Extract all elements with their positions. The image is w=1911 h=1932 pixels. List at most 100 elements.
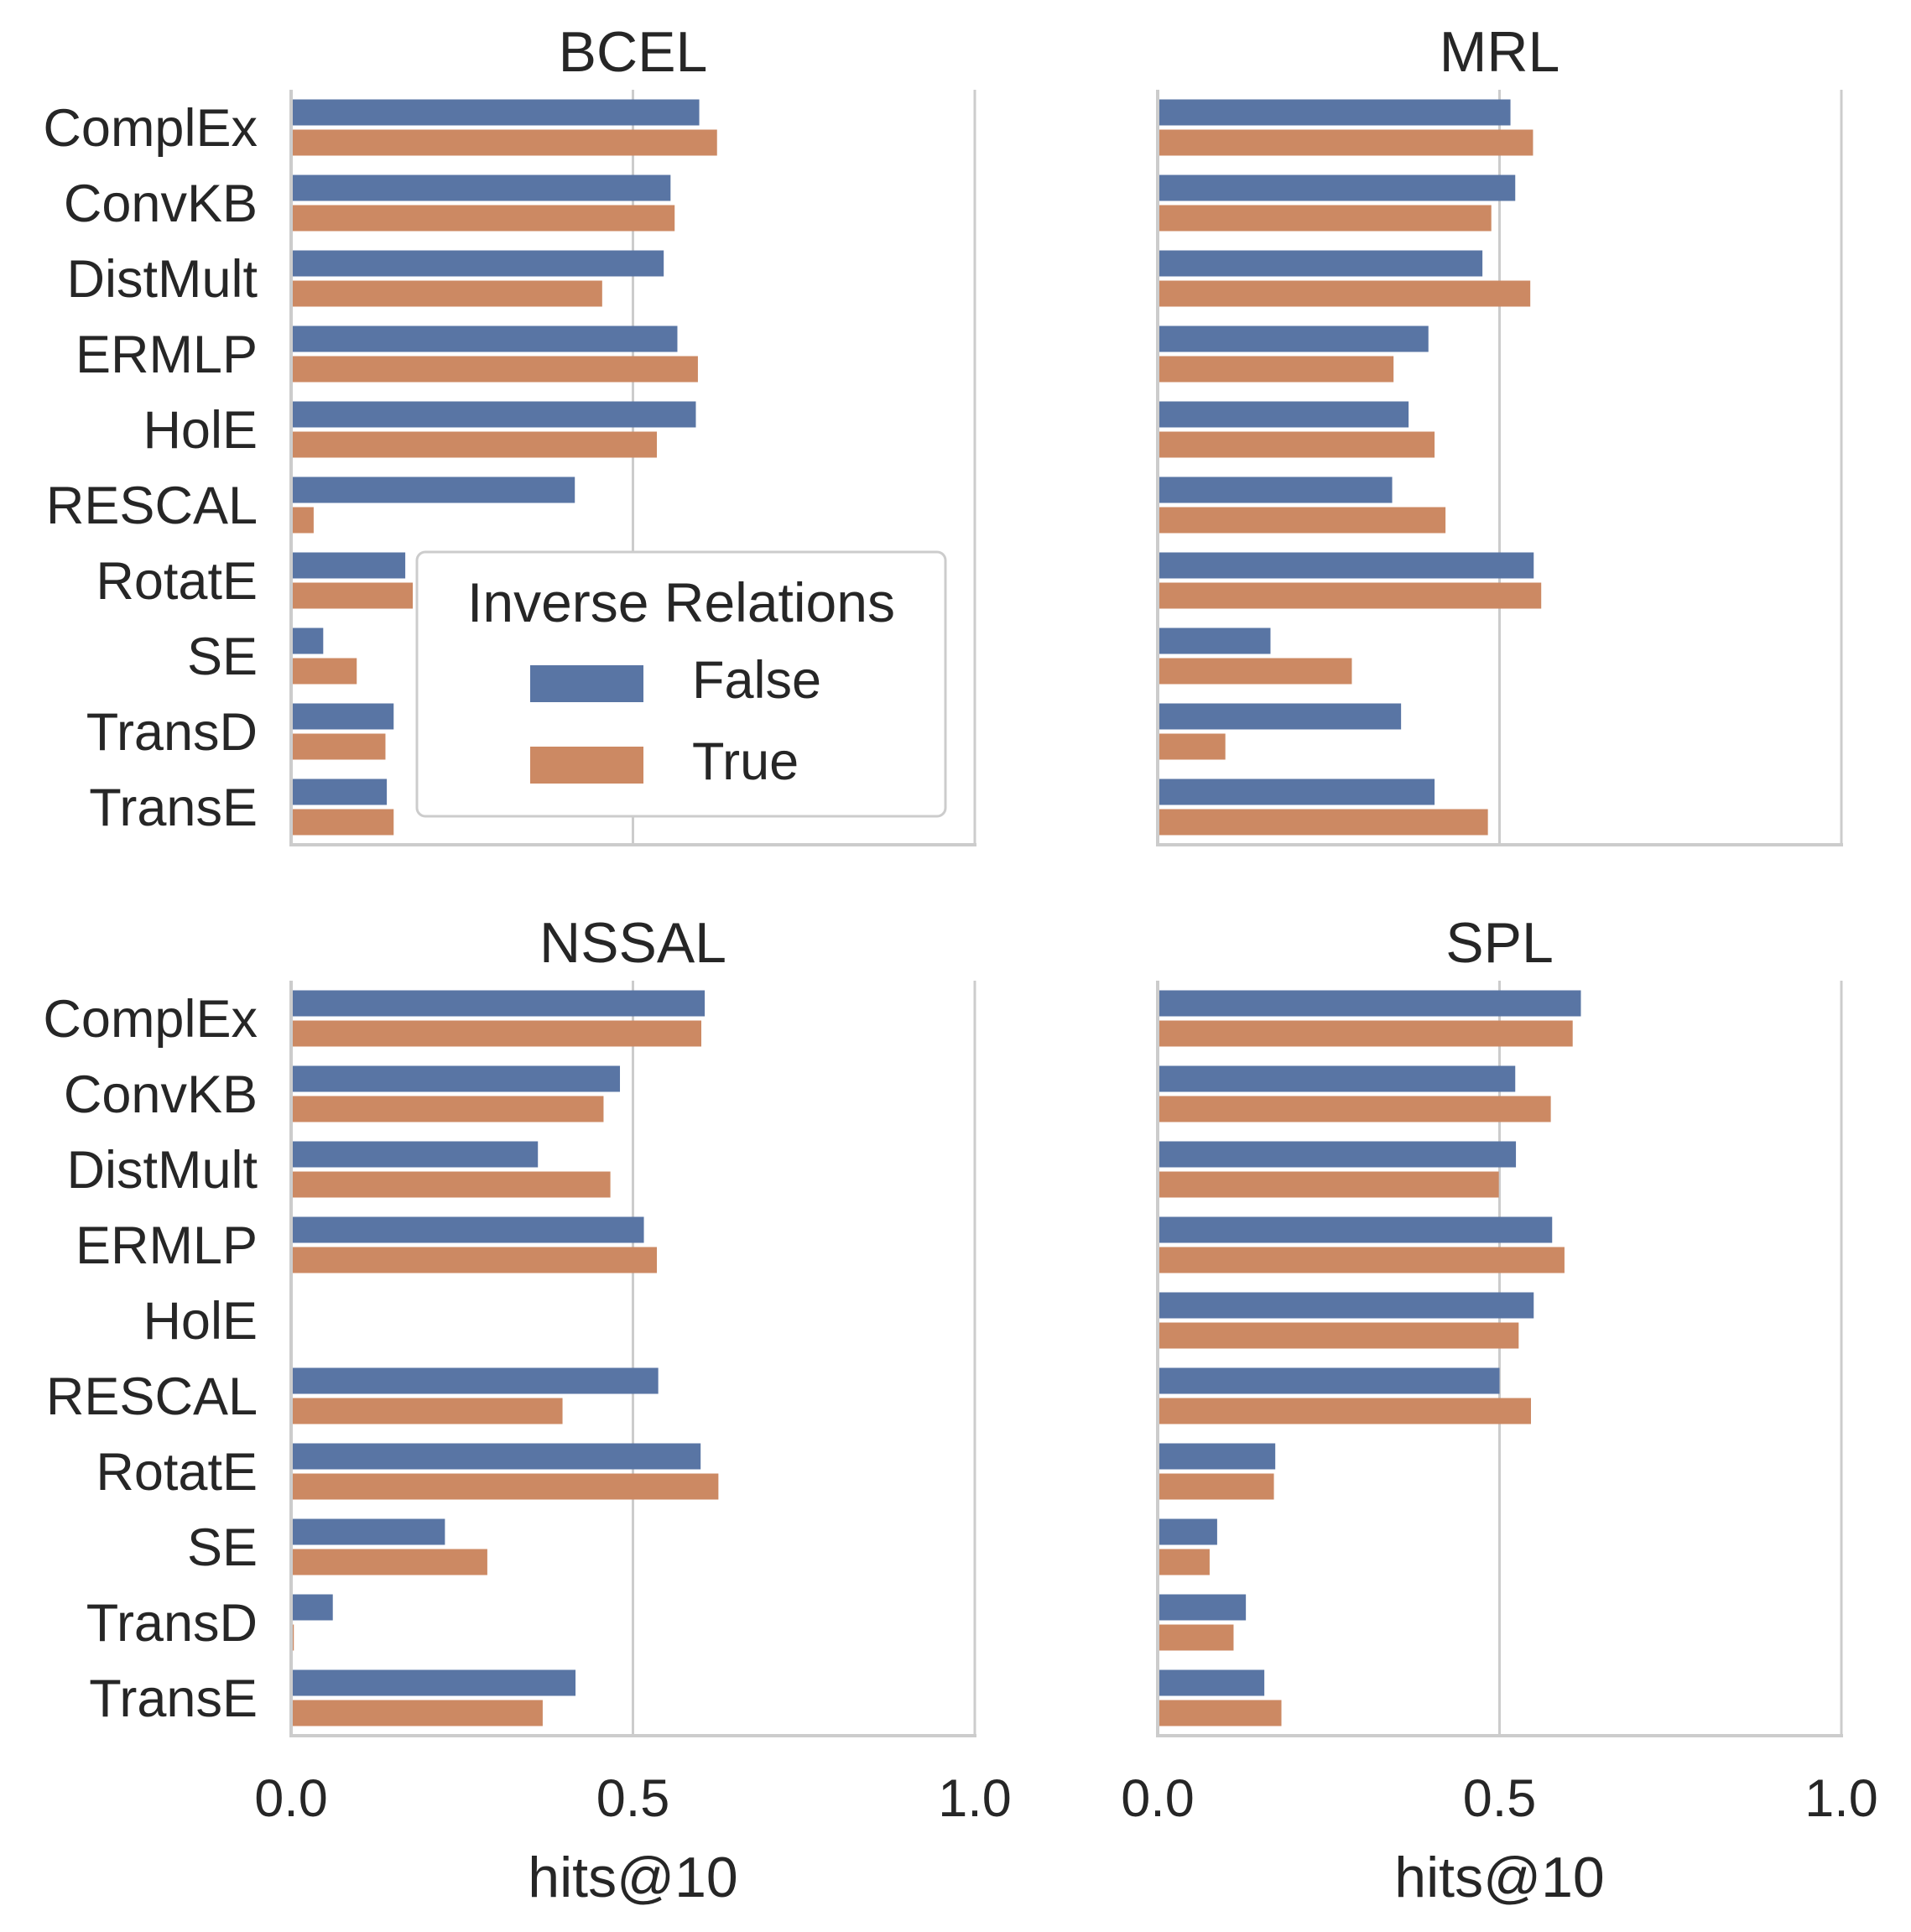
y-tick-label: DistMult xyxy=(66,250,258,309)
bar-transd-true xyxy=(291,733,386,760)
panel-title: BCEL xyxy=(559,20,708,84)
x-tick-label: 0.0 xyxy=(254,1769,328,1828)
y-tick-label: TransD xyxy=(86,1594,258,1653)
panel-title: SPL xyxy=(1445,911,1554,975)
y-tick-label: RotatE xyxy=(96,1443,258,1502)
y-tick-label: RESCAL xyxy=(46,476,258,535)
x-tick-label: 0.5 xyxy=(1463,1769,1537,1828)
y-tick-label: RotatE xyxy=(96,552,258,611)
bar-rescal-true xyxy=(291,507,314,534)
bar-distmult-false xyxy=(1158,1141,1517,1168)
bar-ermlp-true xyxy=(291,356,698,383)
bar-se-true xyxy=(1158,1549,1210,1575)
bar-hole-true xyxy=(291,431,658,458)
bar-hole-false xyxy=(291,401,696,428)
y-tick-label: HolE xyxy=(143,401,258,460)
bar-transd-false xyxy=(1158,703,1402,730)
y-tick-label: HolE xyxy=(143,1292,258,1351)
bar-ermlp-true xyxy=(1158,356,1394,383)
bar-rotate-false xyxy=(291,552,406,579)
bar-distmult-true xyxy=(291,1171,611,1198)
bar-complex-false xyxy=(1158,990,1581,1017)
x-axis-label: hits@10 xyxy=(528,1846,737,1909)
bar-transe-true xyxy=(291,809,394,836)
y-tick-label: ComplEx xyxy=(43,990,258,1049)
panel-spl: SPL 0.0 0.5 1.0 hits@10 xyxy=(1121,911,1878,1909)
bar-transd-false xyxy=(1158,1594,1247,1621)
y-tick-label: DistMult xyxy=(66,1141,258,1200)
bar-convkb-false xyxy=(291,1065,621,1092)
bar-ermlp-false xyxy=(1158,325,1429,352)
bar-distmult-true xyxy=(291,280,602,307)
bar-rescal-false xyxy=(291,476,575,503)
bar-convkb-false xyxy=(291,174,671,201)
bar-rescal-true xyxy=(1158,507,1446,534)
bar-se-true xyxy=(291,658,357,685)
bar-transd-true xyxy=(1158,733,1226,760)
bar-ermlp-true xyxy=(291,1247,658,1273)
bar-rotate-true xyxy=(1158,1473,1274,1500)
bar-transe-false xyxy=(1158,779,1435,805)
bar-transe-false xyxy=(291,1669,576,1696)
y-tick-label: ERMLP xyxy=(76,1216,258,1275)
bar-complex-false xyxy=(291,990,706,1017)
bar-rotate-false xyxy=(1158,1443,1276,1470)
bar-transe-false xyxy=(291,779,388,805)
y-tick-label: TransE xyxy=(89,1669,258,1728)
bar-se-false xyxy=(1158,628,1271,654)
bar-rotate-false xyxy=(291,1443,701,1470)
bar-distmult-false xyxy=(291,250,664,277)
legend: Inverse Relations False True xyxy=(415,550,947,818)
bar-transe-true xyxy=(1158,809,1488,836)
bar-rescal-true xyxy=(1158,1398,1531,1424)
x-tick-label: 1.0 xyxy=(1804,1769,1878,1828)
bar-convkb-true xyxy=(291,205,675,232)
legend-label: True xyxy=(692,732,799,791)
bar-distmult-false xyxy=(291,1141,539,1168)
bar-transd-false xyxy=(291,1594,333,1621)
y-tick-label: ConvKB xyxy=(64,174,258,233)
bar-rotate-true xyxy=(291,582,414,609)
x-tick-label: 0.0 xyxy=(1121,1769,1195,1828)
bar-distmult-true xyxy=(1158,1171,1499,1198)
bar-hole-false xyxy=(1158,401,1409,428)
bar-rotate-false xyxy=(1158,552,1534,579)
bar-complex-true xyxy=(291,1020,701,1047)
bar-ermlp-false xyxy=(1158,1216,1553,1243)
bar-hole-true xyxy=(1158,1322,1519,1349)
bar-convkb-true xyxy=(1158,1096,1551,1122)
y-tick-label: RESCAL xyxy=(46,1367,258,1426)
bar-complex-false xyxy=(1158,99,1511,126)
legend-title: Inverse Relations xyxy=(467,571,895,633)
bar-complex-true xyxy=(1158,129,1533,156)
bar-se-true xyxy=(1158,658,1352,685)
x-axis-label: hits@10 xyxy=(1394,1846,1604,1909)
bar-complex-true xyxy=(291,129,717,156)
bar-rescal-true xyxy=(291,1398,563,1424)
y-tick-label: ConvKB xyxy=(64,1065,258,1124)
bar-rescal-false xyxy=(1158,1367,1500,1394)
bar-transd-true xyxy=(1158,1624,1234,1651)
bar-ermlp-true xyxy=(1158,1247,1565,1273)
bar-hole-true xyxy=(1158,431,1435,458)
bar-transe-true xyxy=(291,1700,543,1726)
bar-rotate-true xyxy=(1158,582,1542,609)
panel-bcel: BCEL ComplEx ConvKB DistMult ERMLP HolE RESCAL… xyxy=(43,20,976,846)
y-tick-label: TransE xyxy=(89,779,258,837)
bar-complex-false xyxy=(291,99,700,126)
bar-se-true xyxy=(291,1549,487,1575)
bar-se-false xyxy=(1158,1518,1217,1545)
panel-title: NSSAL xyxy=(539,911,726,975)
y-tick-label: ComplEx xyxy=(43,99,258,158)
bar-hole-false xyxy=(1158,1292,1534,1319)
panel-mrl: MRL xyxy=(1156,20,1843,846)
legend-label: False xyxy=(692,651,821,710)
y-tick-label: ERMLP xyxy=(76,325,258,384)
legend-swatch-true xyxy=(530,747,643,784)
panel-title: MRL xyxy=(1440,20,1560,84)
x-tick-label: 0.5 xyxy=(596,1769,670,1828)
bar-transe-true xyxy=(1158,1700,1282,1726)
bar-distmult-true xyxy=(1158,280,1531,307)
bar-convkb-false xyxy=(1158,1065,1516,1092)
bar-convkb-true xyxy=(1158,205,1492,232)
